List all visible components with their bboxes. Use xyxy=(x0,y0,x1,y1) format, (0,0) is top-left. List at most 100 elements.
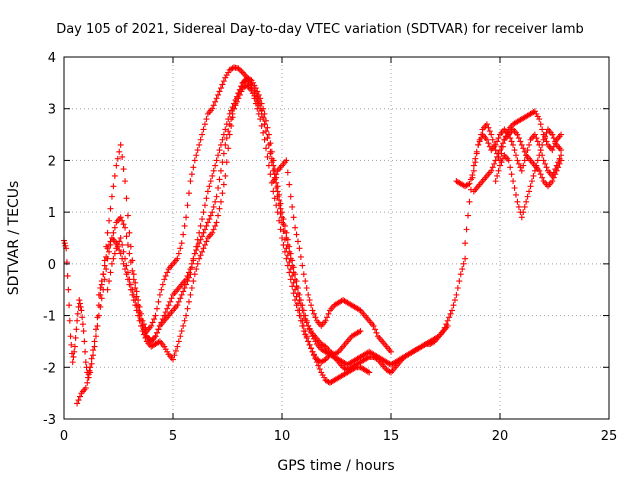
data-point xyxy=(370,322,377,329)
data-point xyxy=(200,209,207,216)
data-point xyxy=(110,183,117,190)
data-point xyxy=(183,214,190,221)
data-point xyxy=(133,302,140,309)
data-point xyxy=(197,236,204,243)
data-point xyxy=(197,222,204,229)
data-point xyxy=(450,302,457,309)
data-point xyxy=(196,141,203,148)
y-tick-label: 3 xyxy=(48,103,56,118)
data-point xyxy=(558,157,565,164)
data-point xyxy=(209,229,216,236)
data-point xyxy=(264,153,271,160)
data-point xyxy=(183,276,190,283)
data-point xyxy=(491,160,498,167)
data-point xyxy=(226,131,233,138)
data-point xyxy=(209,209,216,216)
data-point xyxy=(120,248,127,255)
data-point xyxy=(178,240,185,247)
x-axis-title: GPS time / hours xyxy=(277,458,394,474)
data-point xyxy=(154,329,161,336)
data-point xyxy=(159,281,166,288)
series-track-5 xyxy=(270,157,394,355)
data-point xyxy=(264,135,271,142)
data-point xyxy=(528,178,535,185)
data-point xyxy=(233,98,240,105)
data-point xyxy=(207,212,214,219)
data-point xyxy=(296,245,303,252)
data-point xyxy=(325,310,332,317)
data-point xyxy=(495,135,502,142)
data-point xyxy=(550,135,557,142)
data-point xyxy=(293,283,300,290)
data-point xyxy=(520,162,527,169)
data-point xyxy=(151,316,158,323)
data-point xyxy=(277,210,284,217)
data-point xyxy=(62,242,69,249)
data-point xyxy=(190,255,197,262)
data-point xyxy=(111,172,118,179)
data-point xyxy=(107,205,114,212)
data-point xyxy=(91,338,98,345)
data-point xyxy=(456,278,463,285)
data-point xyxy=(71,343,78,350)
data-point xyxy=(217,198,224,205)
data-point xyxy=(305,291,312,298)
data-point xyxy=(132,297,139,304)
data-point xyxy=(449,307,456,314)
data-point xyxy=(284,252,291,259)
data-point xyxy=(265,141,272,148)
data-point xyxy=(161,312,168,319)
data-point xyxy=(485,124,492,131)
data-point xyxy=(472,155,479,162)
data-point xyxy=(215,212,222,219)
data-point xyxy=(119,153,126,160)
data-point xyxy=(454,284,461,291)
data-point xyxy=(110,255,117,262)
data-point xyxy=(287,193,294,200)
data-point xyxy=(542,133,549,140)
data-point xyxy=(447,310,454,317)
data-point xyxy=(170,356,176,363)
data-point xyxy=(254,98,261,105)
data-point xyxy=(92,326,99,333)
data-point xyxy=(162,272,169,279)
data-point xyxy=(286,248,293,255)
data-point xyxy=(310,352,317,359)
x-tick-label: 20 xyxy=(492,429,509,444)
data-point xyxy=(201,202,208,209)
data-point xyxy=(216,176,223,183)
data-point xyxy=(302,278,309,285)
data-point xyxy=(201,226,208,233)
data-point xyxy=(159,316,166,323)
data-point xyxy=(515,135,522,142)
data-point xyxy=(279,214,285,221)
data-point xyxy=(277,205,284,212)
y-axis-title: SDTVAR / TECUs xyxy=(6,181,22,296)
data-point xyxy=(68,341,75,348)
data-point xyxy=(200,229,207,236)
data-point xyxy=(512,191,519,198)
data-point xyxy=(515,160,522,167)
data-point xyxy=(217,167,224,174)
data-point xyxy=(476,138,483,145)
data-point xyxy=(540,136,547,143)
data-point xyxy=(265,131,272,138)
data-point xyxy=(539,126,546,133)
data-point xyxy=(357,328,364,335)
data-point xyxy=(294,290,301,297)
data-point xyxy=(158,286,165,293)
data-point xyxy=(261,121,268,128)
data-point xyxy=(104,245,111,252)
data-point xyxy=(177,333,184,340)
data-point xyxy=(225,128,232,135)
data-point xyxy=(122,224,129,231)
data-point xyxy=(206,183,213,190)
data-point xyxy=(172,347,179,354)
data-point xyxy=(539,141,546,148)
data-point xyxy=(213,95,220,102)
data-point xyxy=(94,322,101,329)
data-point xyxy=(155,298,162,305)
data-point xyxy=(444,322,451,329)
data-point xyxy=(142,329,149,336)
data-point xyxy=(550,174,557,181)
